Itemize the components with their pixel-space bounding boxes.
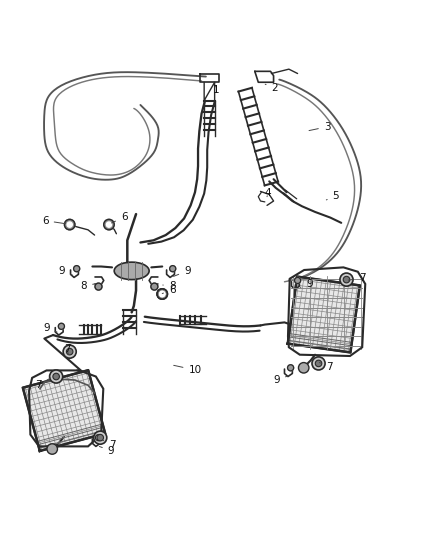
Text: 8: 8 <box>81 281 95 290</box>
Text: 6: 6 <box>162 285 175 295</box>
Circle shape <box>157 289 167 299</box>
Circle shape <box>53 373 60 380</box>
Circle shape <box>74 265 80 272</box>
Text: 5: 5 <box>326 191 339 201</box>
Circle shape <box>157 289 167 299</box>
Text: 4: 4 <box>265 188 272 198</box>
Circle shape <box>288 365 293 371</box>
Ellipse shape <box>114 262 149 280</box>
Text: 9: 9 <box>273 375 289 385</box>
Circle shape <box>312 357 325 370</box>
Circle shape <box>159 292 165 297</box>
Text: 7: 7 <box>348 273 365 283</box>
Circle shape <box>47 444 57 454</box>
Text: 2: 2 <box>265 83 278 93</box>
Text: 3: 3 <box>309 122 330 132</box>
Circle shape <box>67 349 73 355</box>
Circle shape <box>67 222 72 227</box>
Text: 1: 1 <box>212 85 219 95</box>
Circle shape <box>94 431 107 444</box>
Circle shape <box>97 434 103 441</box>
Text: 9: 9 <box>59 266 72 276</box>
Circle shape <box>58 323 64 329</box>
Text: 7: 7 <box>319 362 332 372</box>
Text: 7: 7 <box>64 344 71 354</box>
Circle shape <box>49 370 63 383</box>
Circle shape <box>170 265 176 272</box>
Circle shape <box>95 283 102 290</box>
Circle shape <box>294 277 300 284</box>
Text: 7: 7 <box>103 440 116 450</box>
Circle shape <box>340 273 353 286</box>
Circle shape <box>64 220 75 230</box>
Circle shape <box>159 292 165 297</box>
Text: 6: 6 <box>112 212 127 223</box>
Circle shape <box>151 283 158 290</box>
Polygon shape <box>288 277 360 352</box>
Text: 8: 8 <box>163 281 175 290</box>
Text: 6: 6 <box>42 216 66 225</box>
Text: 10: 10 <box>174 365 201 375</box>
Text: 9: 9 <box>300 279 313 289</box>
Text: 9: 9 <box>173 266 191 277</box>
Circle shape <box>95 434 102 441</box>
Polygon shape <box>23 370 105 451</box>
Circle shape <box>106 222 112 227</box>
Text: 9: 9 <box>99 446 114 456</box>
Text: 7: 7 <box>35 378 51 390</box>
Text: 9: 9 <box>43 324 57 334</box>
Circle shape <box>298 362 309 373</box>
Circle shape <box>63 345 76 358</box>
Circle shape <box>315 360 322 367</box>
Circle shape <box>104 220 114 230</box>
Circle shape <box>343 276 350 283</box>
